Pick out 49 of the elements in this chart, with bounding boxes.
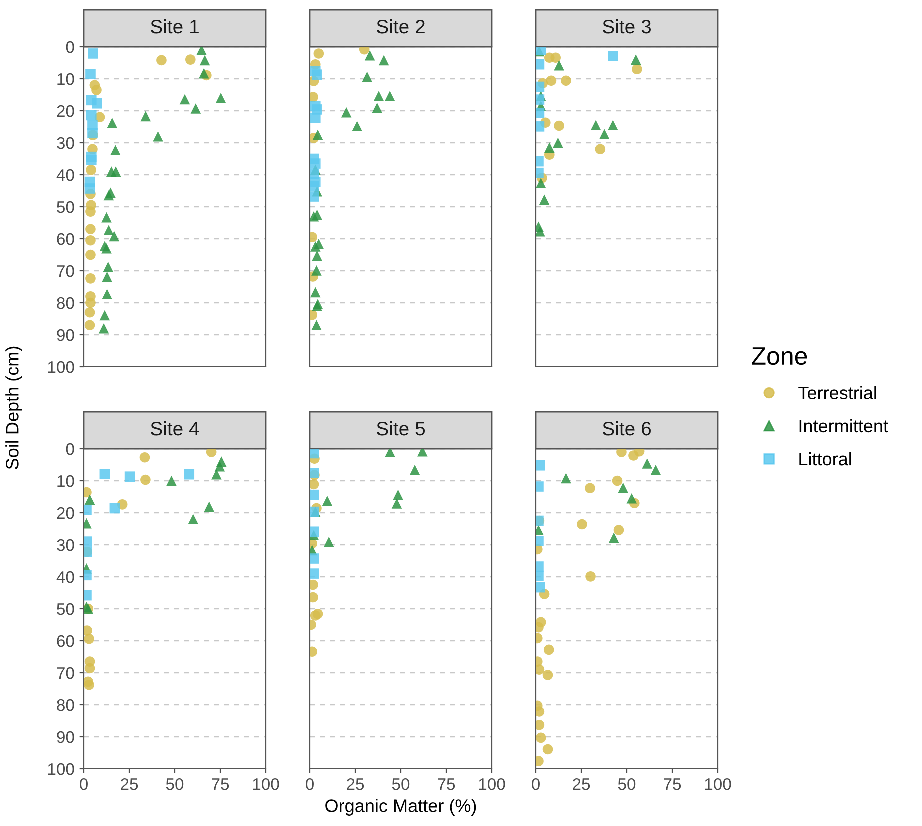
- x-tick-label: 100: [253, 778, 280, 790]
- legend-label: Terrestrial: [798, 386, 876, 400]
- x-tick-label: 50: [166, 778, 184, 790]
- x-tick-label: 0: [80, 778, 88, 790]
- y-tick-label: 100: [48, 763, 74, 776]
- y-tick-label: 20: [57, 105, 74, 118]
- x-tick-label: 50: [618, 778, 636, 790]
- y-tick-label: 50: [57, 201, 74, 214]
- y-tick-label: 70: [57, 667, 74, 680]
- y-tick-label: 80: [57, 297, 74, 310]
- chart-title: Site 6: [603, 421, 652, 436]
- chart-title: Site 3: [603, 19, 652, 34]
- x-tick-label: 50: [392, 778, 410, 790]
- chart-title: Site 5: [377, 421, 426, 436]
- y-tick-label: 90: [57, 731, 74, 744]
- x-tick-label: 75: [438, 778, 456, 790]
- legend-label: Intermittent: [800, 419, 888, 433]
- y-tick-label: 10: [58, 73, 74, 86]
- y-tick-label: 30: [57, 539, 74, 552]
- y-tick-label: 80: [57, 699, 74, 712]
- y-tick-label: 70: [57, 265, 74, 278]
- y-tick-label: 60: [57, 635, 74, 648]
- x-tick-label: 25: [121, 778, 138, 790]
- x-tick-label: 75: [212, 778, 230, 790]
- y-tick-label: 50: [57, 603, 74, 616]
- y-tick-label: 100: [48, 361, 74, 374]
- y-tick-label: 20: [57, 507, 74, 520]
- x-tick-label: 25: [573, 778, 590, 790]
- x-tick-label: 75: [664, 778, 682, 790]
- x-tick-label: 100: [479, 778, 506, 790]
- y-tick-label: 0: [66, 41, 74, 54]
- chart-title: Site 4: [151, 421, 200, 436]
- y-tick-label: 40: [56, 169, 74, 182]
- y-axis-title: Soil Depth (cm): [6, 346, 22, 470]
- x-tick-label: 0: [532, 778, 540, 790]
- x-tick-label: 0: [306, 778, 314, 790]
- legend-title: Zone: [752, 348, 808, 366]
- y-tick-label: 60: [57, 233, 74, 246]
- chart-title: Site 2: [377, 19, 425, 34]
- y-tick-label: 0: [66, 443, 74, 456]
- y-tick-label: 30: [57, 137, 74, 150]
- x-axis-title: Organic Matter (%): [326, 799, 476, 816]
- y-tick-label: 40: [56, 571, 74, 584]
- y-tick-label: 10: [58, 475, 74, 488]
- chart-title: Site 1: [151, 19, 199, 34]
- x-tick-label: 100: [705, 778, 732, 790]
- y-tick-label: 90: [57, 329, 74, 342]
- legend-label: Littoral: [800, 452, 852, 466]
- x-tick-label: 25: [347, 778, 364, 790]
